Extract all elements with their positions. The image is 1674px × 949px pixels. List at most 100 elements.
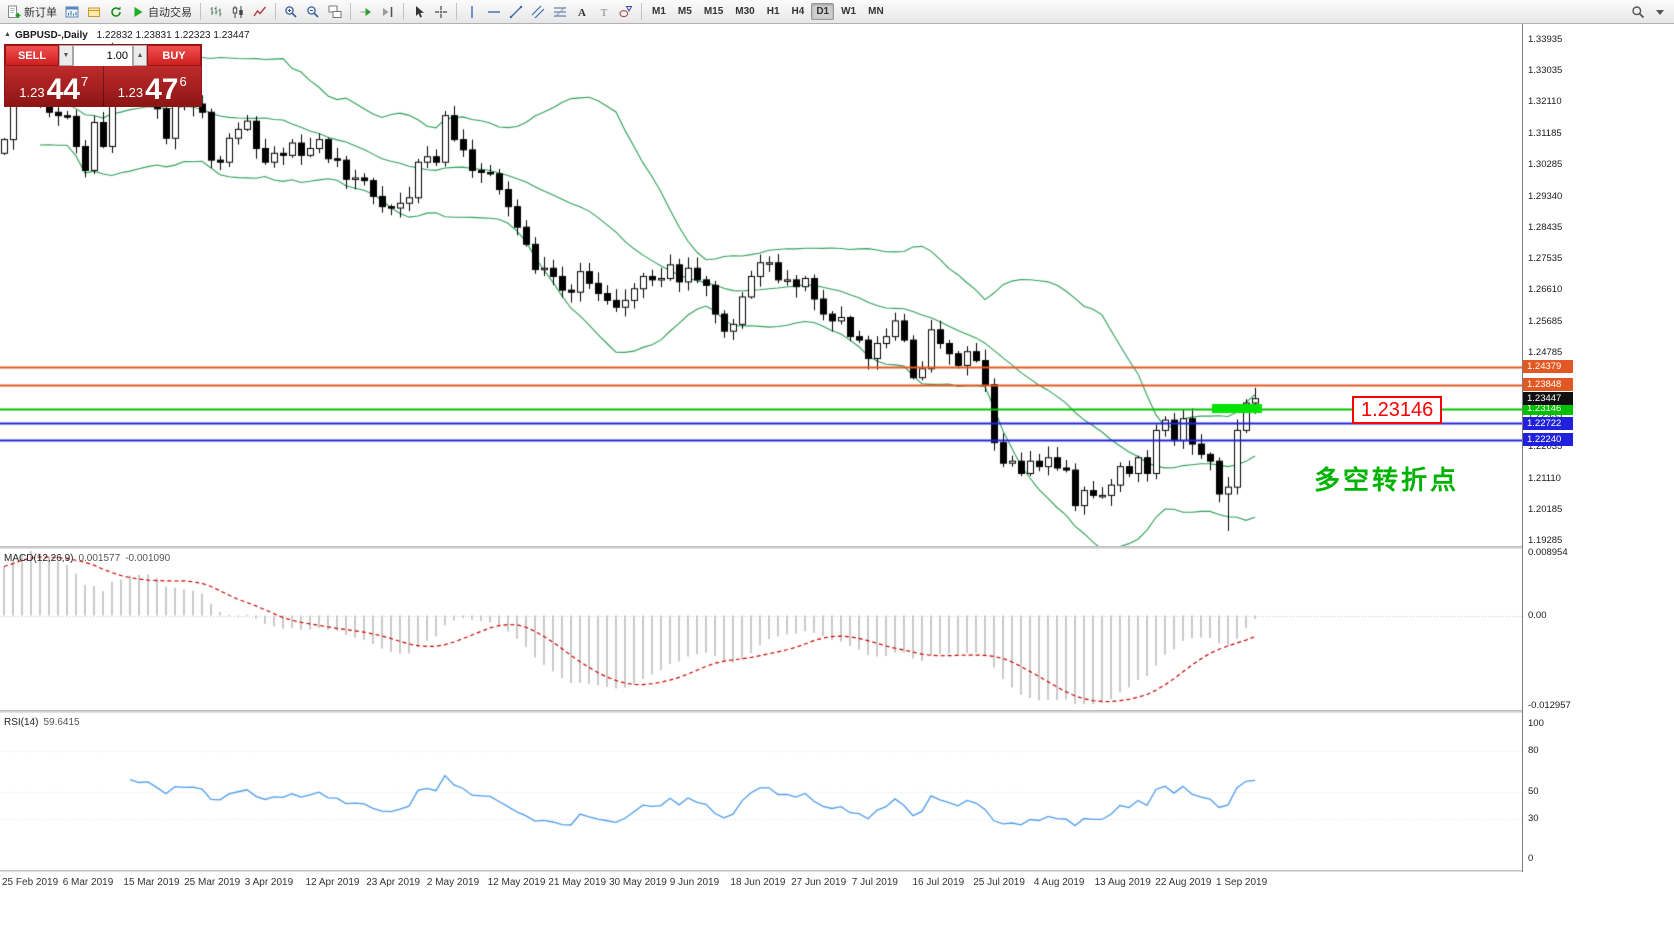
profile-icon	[87, 5, 101, 19]
timeframe-mn-button[interactable]: MN	[868, 6, 884, 17]
date-label: 15 Mar 2019	[123, 877, 180, 888]
macd-value-1: 0.001577	[78, 553, 121, 564]
buy-price-display[interactable]: 1.23 47 6	[102, 66, 202, 106]
crosshair-button[interactable]	[430, 1, 452, 23]
timeframe-w1-button[interactable]: W1	[841, 6, 857, 17]
text-icon: A	[575, 5, 589, 19]
bar-chart-button[interactable]	[205, 1, 227, 23]
timeframe-d1-button[interactable]: D1	[811, 3, 835, 20]
panel-separator[interactable]	[0, 710, 1674, 713]
autoscroll-icon	[359, 5, 373, 19]
toolbar-separator	[403, 3, 404, 20]
volume-decrease-button[interactable]: ▼	[59, 45, 73, 66]
price-axis-label: 1.19285	[1528, 535, 1563, 547]
chart-title: GBPUSD-,Daily 1.22832 1.23831 1.22323 1.…	[15, 30, 250, 41]
buy-price-pip: 6	[179, 74, 187, 89]
date-label: 22 Aug 2019	[1155, 877, 1212, 888]
one-click-trading-panel: SELL ▼ ▲ BUY 1.23 44 7 1.23	[4, 44, 202, 107]
buy-price-main: 47	[145, 73, 179, 106]
macd-label: MACD(12,26,9) 0.001577 -0.001090	[4, 553, 170, 564]
sell-price-display[interactable]: 1.23 44 7	[5, 66, 103, 106]
one-click-collapse-icon[interactable]: ▲	[4, 31, 11, 38]
line-chart-button[interactable]	[249, 1, 271, 23]
date-label: 12 May 2019	[487, 877, 546, 888]
rsi-axis-label: 0	[1528, 853, 1534, 865]
price-axis-label: 1.20185	[1528, 504, 1563, 516]
timeframe-m5-button[interactable]: M5	[677, 6, 692, 17]
time-axis[interactable]: 25 Feb 2019 6 Mar 2019 15 Mar 2019 25 Mar 2…	[0, 872, 1674, 896]
price-level-tag: 1.24379	[1523, 360, 1573, 374]
cursor-icon	[412, 5, 426, 19]
date-label: 25 Mar 2019	[184, 877, 241, 888]
refresh-icon	[109, 5, 123, 19]
search-button[interactable]	[1627, 1, 1649, 23]
vline-icon	[465, 5, 479, 19]
cursor-button[interactable]	[408, 1, 430, 23]
new-order-button[interactable]: 新订单	[3, 1, 61, 23]
tile-windows-button[interactable]	[324, 1, 346, 23]
channel-icon	[531, 5, 545, 19]
timeframe-h1-button[interactable]: H1	[766, 6, 780, 17]
price-chart-canvas[interactable]	[0, 24, 1522, 546]
new-order-label: 新订单	[24, 6, 57, 19]
zoom-in-button[interactable]	[280, 1, 302, 23]
price-axis[interactable]: 1.33935 1.33035 1.32110 1.31185 1.30285 1.293…	[1522, 24, 1674, 872]
price-axis-label: 1.21110	[1528, 472, 1561, 484]
shapes-button[interactable]	[615, 1, 637, 23]
auto-scroll-button[interactable]	[355, 1, 377, 23]
vertical-line-button[interactable]	[461, 1, 483, 23]
equidistant-channel-button[interactable]	[527, 1, 549, 23]
turning-point-note[interactable]: 多空转折点	[1314, 465, 1460, 495]
candlestick-chart-button[interactable]	[227, 1, 249, 23]
timeframe-h4-button[interactable]: H4	[791, 6, 805, 17]
horizontal-line-button[interactable]	[483, 1, 505, 23]
timeframe-m1-button[interactable]: M1	[652, 6, 666, 17]
charts-window-button[interactable]	[61, 1, 83, 23]
price-level-tag: 1.22240	[1523, 433, 1573, 447]
date-label: 3 Apr 2019	[244, 877, 294, 888]
rsi-label: RSI(14) 59.6415	[4, 717, 80, 728]
toolbar-separator	[641, 3, 642, 20]
dropdown-icon	[1653, 5, 1667, 19]
date-label: 30 May 2019	[609, 877, 667, 888]
rsi-axis-label: 80	[1528, 744, 1539, 756]
date-label: 23 Apr 2019	[366, 877, 421, 888]
trendline-icon	[509, 5, 523, 19]
refresh-button[interactable]	[105, 1, 127, 23]
auto-trading-button[interactable]: 自动交易	[127, 1, 196, 23]
toolbar-separator	[200, 3, 201, 20]
timeframe-m15-button[interactable]: M15	[703, 6, 724, 17]
rsi-canvas[interactable]	[0, 713, 1522, 870]
macd-canvas[interactable]	[0, 549, 1522, 710]
panel-separator[interactable]	[0, 546, 1674, 549]
date-label: 18 Jun 2019	[730, 877, 786, 888]
timeframe-m30-button[interactable]: M30	[735, 6, 755, 17]
profiles-button[interactable]	[83, 1, 105, 23]
more-tools-button[interactable]	[1649, 1, 1671, 23]
chart-shift-button[interactable]	[377, 1, 399, 23]
hline-icon	[487, 5, 501, 19]
chart-symbol-label: GBPUSD-,Daily	[15, 30, 88, 41]
sell-button[interactable]: SELL	[5, 45, 59, 66]
price-callout-label[interactable]: 1.23146	[1352, 396, 1443, 424]
text-label-button[interactable]: T	[593, 1, 615, 23]
volume-input[interactable]	[74, 46, 132, 66]
zoom-out-button[interactable]	[302, 1, 324, 23]
rsi-value: 59.6415	[43, 717, 80, 728]
price-axis-label: 1.27535	[1528, 252, 1563, 264]
price-axis-label: 1.24785	[1528, 346, 1563, 358]
rsi-axis-label: 30	[1528, 812, 1539, 824]
fibonacci-retracement-button[interactable]	[549, 1, 571, 23]
price-axis-label: 1.28435	[1528, 222, 1563, 234]
price-axis-label: 1.30285	[1528, 158, 1563, 170]
text-button[interactable]: A	[571, 1, 593, 23]
current-price-tag: 1.23447	[1523, 392, 1573, 406]
trendline-button[interactable]	[505, 1, 527, 23]
volume-increase-button[interactable]: ▲	[133, 45, 147, 66]
new-order-icon	[7, 5, 21, 19]
buy-button[interactable]: BUY	[147, 45, 201, 66]
price-level-tag: 1.23146	[1523, 402, 1573, 416]
date-label: 4 Aug 2019	[1033, 877, 1085, 888]
macd-axis-label: 0.008954	[1528, 546, 1568, 558]
